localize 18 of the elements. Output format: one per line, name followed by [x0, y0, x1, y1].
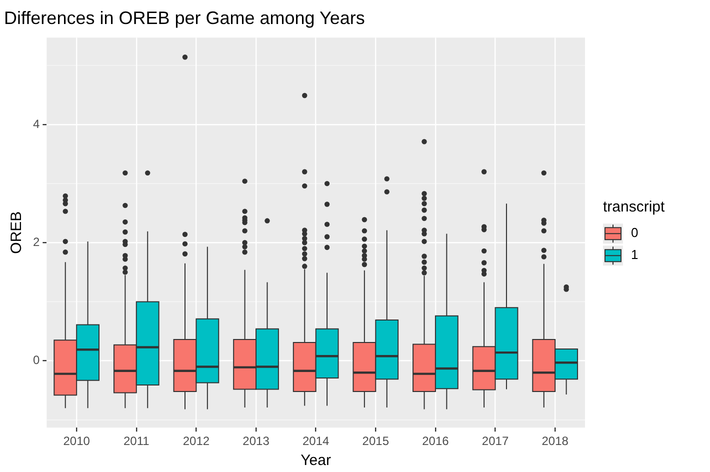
x-tick-label: 2018 — [542, 434, 569, 448]
legend-label: 0 — [631, 225, 638, 240]
y-tick-label: 0 — [32, 353, 40, 368]
x-tick-label: 2010 — [63, 434, 90, 448]
y-axis-title: OREB — [8, 211, 26, 254]
x-tick-label: 2017 — [482, 434, 509, 448]
chart-title: Differences in OREB per Game among Years — [4, 8, 365, 28]
x-axis-title: Year — [300, 452, 331, 470]
x-tick-label: 2014 — [302, 434, 330, 448]
y-tick-label: 4 — [32, 116, 40, 131]
x-tick-label: 2015 — [362, 434, 390, 448]
legend-label: 1 — [631, 247, 638, 262]
x-tick-label: 2013 — [242, 434, 270, 448]
x-tick-label: 2012 — [182, 434, 210, 448]
x-tick-label: 2016 — [422, 434, 450, 448]
y-tick-label: 2 — [32, 234, 40, 249]
legend-title: transcript — [603, 198, 666, 216]
x-tick-label: 2011 — [123, 434, 150, 448]
